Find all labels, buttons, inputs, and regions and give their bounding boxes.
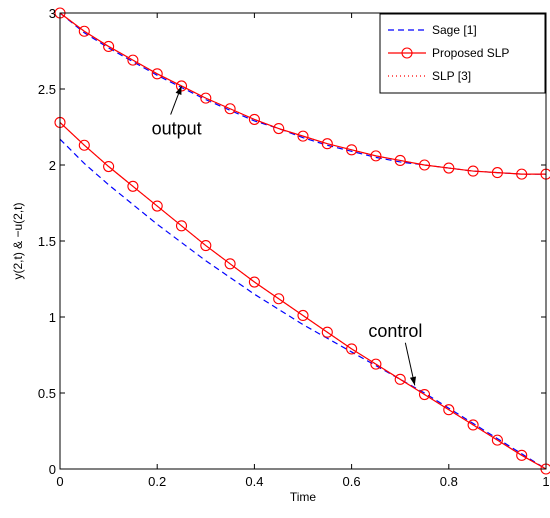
x-tick-label: 0.4	[245, 474, 263, 489]
data-point	[321, 138, 333, 150]
data-point	[200, 240, 212, 252]
y-tick-label: 3	[49, 6, 56, 21]
data-point	[151, 68, 163, 80]
data-point	[78, 139, 90, 151]
series-line-sage-1-1	[59, 138, 547, 470]
data-point	[370, 358, 382, 370]
y-tick-label: 1	[49, 310, 56, 325]
data-point	[321, 326, 333, 338]
annotation-arrowhead	[175, 85, 182, 95]
x-tick-label: 0.2	[148, 474, 166, 489]
y-axis-label: y(2,t) & −u(2,t)	[11, 202, 25, 279]
data-point	[491, 434, 503, 446]
data-point	[175, 80, 188, 92]
data-point	[394, 154, 406, 166]
legend-label-sage-1: Sage [1]	[432, 23, 477, 37]
data-point	[151, 200, 163, 212]
data-point	[127, 180, 139, 192]
y-tick-label: 0.5	[38, 386, 56, 401]
data-point	[200, 92, 212, 104]
data-point	[467, 419, 479, 431]
data-point	[297, 130, 309, 142]
data-point	[175, 220, 188, 232]
legend-marker	[401, 47, 413, 59]
legend: Sage [1] Proposed SLP SLP [3]	[379, 13, 546, 94]
data-point	[418, 388, 431, 401]
data-point	[346, 343, 358, 355]
y-tick-label: 2	[49, 158, 56, 173]
annotations: output control	[152, 85, 422, 386]
series-layer	[54, 7, 550, 475]
series-line-proposed-slp-1	[59, 122, 547, 470]
data-point	[103, 160, 115, 173]
data-point	[273, 293, 285, 305]
data-point	[248, 276, 260, 288]
x-tick-label: 0.8	[440, 474, 458, 489]
x-tick-label: 1	[542, 474, 549, 489]
data-point	[516, 168, 528, 180]
annotation-arrowhead	[409, 376, 416, 386]
data-point	[346, 144, 358, 156]
data-point	[103, 40, 115, 52]
y-tick-label: 1.5	[38, 234, 56, 249]
y-tick-label: 0	[49, 462, 56, 477]
data-point	[418, 159, 431, 171]
series-line-slp-3-1	[59, 122, 547, 470]
legend-label-slp-3: SLP [3]	[432, 69, 471, 83]
data-point	[224, 103, 236, 115]
data-point	[370, 150, 382, 162]
x-tick-label: 0.6	[343, 474, 361, 489]
data-point	[224, 258, 236, 270]
legend-label-proposed-slp: Proposed SLP	[432, 46, 509, 60]
data-point	[273, 122, 285, 135]
annotation-output: output	[152, 119, 202, 139]
annotation-control: control	[368, 321, 422, 341]
data-point	[127, 54, 139, 66]
data-point	[248, 113, 260, 125]
x-tick-label: 0	[56, 474, 63, 489]
series-line-slp-3-0	[59, 12, 546, 175]
series-slp-3	[59, 12, 547, 470]
data-point	[516, 449, 528, 461]
data-point	[443, 162, 455, 174]
y-tick-label: 2.5	[38, 82, 56, 97]
data-point	[78, 25, 90, 37]
data-point	[297, 309, 309, 322]
y-axis-ticks: 0 0.5 1 1.5 2 2.5 3	[38, 6, 546, 477]
data-point	[394, 373, 406, 385]
x-axis-label: Time	[290, 490, 317, 504]
data-point	[443, 404, 455, 416]
